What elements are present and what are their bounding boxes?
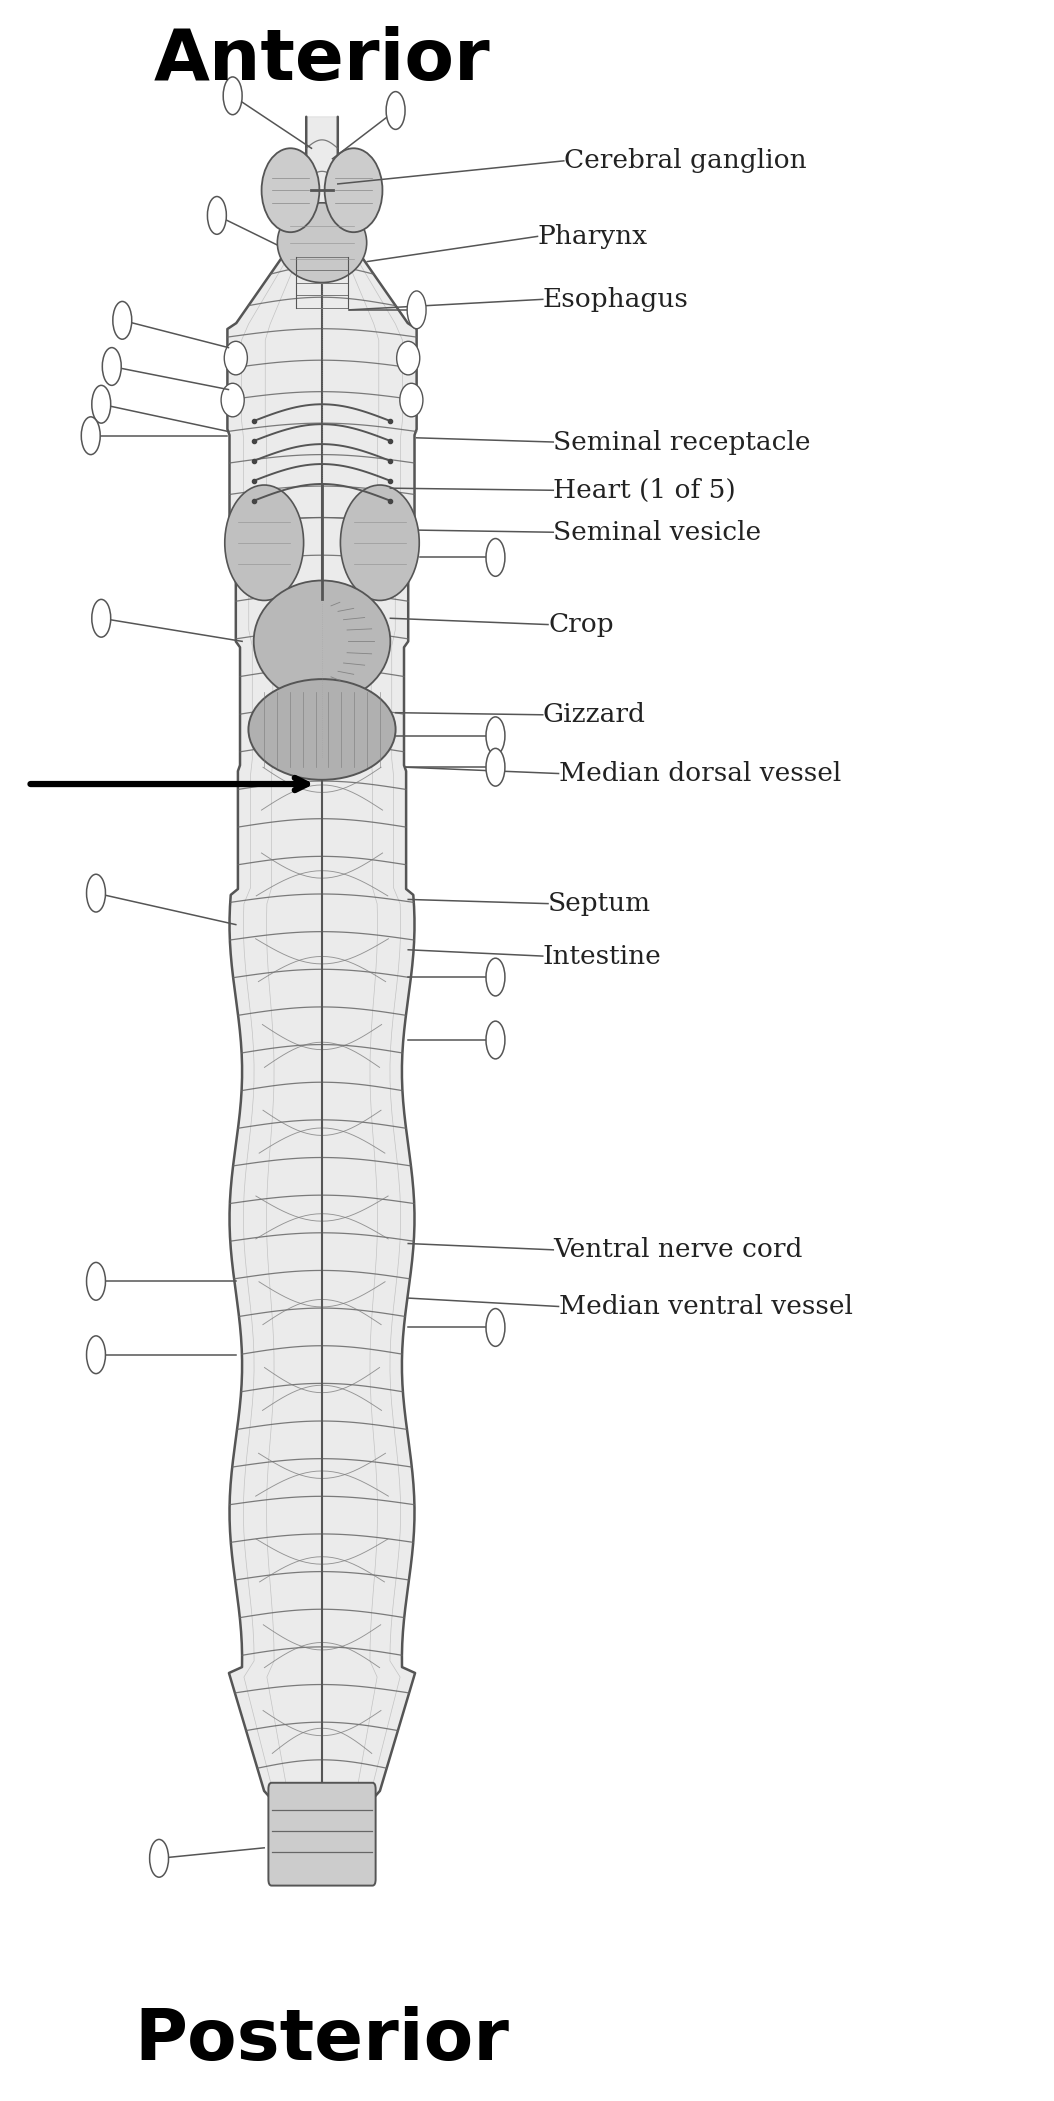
Circle shape bbox=[486, 958, 505, 996]
Ellipse shape bbox=[399, 382, 423, 416]
Text: Cerebral ganglion: Cerebral ganglion bbox=[564, 149, 806, 174]
Polygon shape bbox=[228, 118, 416, 1878]
Text: Ventral nerve cord: Ventral nerve cord bbox=[553, 1237, 803, 1263]
Text: Anterior: Anterior bbox=[154, 25, 490, 95]
Text: Median dorsal vessel: Median dorsal vessel bbox=[559, 761, 841, 786]
Circle shape bbox=[113, 300, 132, 338]
FancyBboxPatch shape bbox=[269, 1784, 375, 1885]
Circle shape bbox=[150, 1840, 169, 1876]
Text: Intestine: Intestine bbox=[543, 943, 662, 969]
Ellipse shape bbox=[261, 149, 319, 233]
Circle shape bbox=[486, 538, 505, 576]
Ellipse shape bbox=[225, 485, 304, 601]
Ellipse shape bbox=[325, 149, 383, 233]
Circle shape bbox=[223, 78, 242, 116]
Circle shape bbox=[486, 1309, 505, 1347]
Circle shape bbox=[486, 1021, 505, 1059]
Circle shape bbox=[92, 599, 111, 637]
Circle shape bbox=[208, 197, 227, 235]
Circle shape bbox=[81, 416, 100, 454]
Ellipse shape bbox=[221, 382, 245, 416]
Ellipse shape bbox=[254, 580, 390, 702]
Ellipse shape bbox=[225, 340, 248, 374]
Ellipse shape bbox=[396, 340, 419, 374]
Circle shape bbox=[86, 1263, 105, 1301]
Circle shape bbox=[486, 716, 505, 754]
Text: Pharynx: Pharynx bbox=[538, 225, 647, 248]
Ellipse shape bbox=[249, 679, 395, 779]
Circle shape bbox=[92, 384, 111, 422]
Circle shape bbox=[486, 748, 505, 786]
Text: Gizzard: Gizzard bbox=[543, 702, 646, 727]
Circle shape bbox=[386, 92, 405, 130]
Circle shape bbox=[102, 347, 121, 384]
Text: Esophagus: Esophagus bbox=[543, 288, 688, 311]
Ellipse shape bbox=[340, 485, 419, 601]
Text: Seminal receptacle: Seminal receptacle bbox=[553, 429, 811, 454]
Circle shape bbox=[86, 1336, 105, 1374]
Text: Posterior: Posterior bbox=[135, 2006, 509, 2076]
Ellipse shape bbox=[277, 204, 367, 282]
Text: Crop: Crop bbox=[548, 611, 613, 637]
Text: Heart (1 of 5): Heart (1 of 5) bbox=[553, 477, 736, 502]
Text: Septum: Septum bbox=[548, 891, 651, 916]
Text: Median ventral vessel: Median ventral vessel bbox=[559, 1294, 853, 1319]
Circle shape bbox=[86, 874, 105, 912]
Text: Seminal vesicle: Seminal vesicle bbox=[553, 519, 761, 544]
Circle shape bbox=[407, 290, 426, 328]
